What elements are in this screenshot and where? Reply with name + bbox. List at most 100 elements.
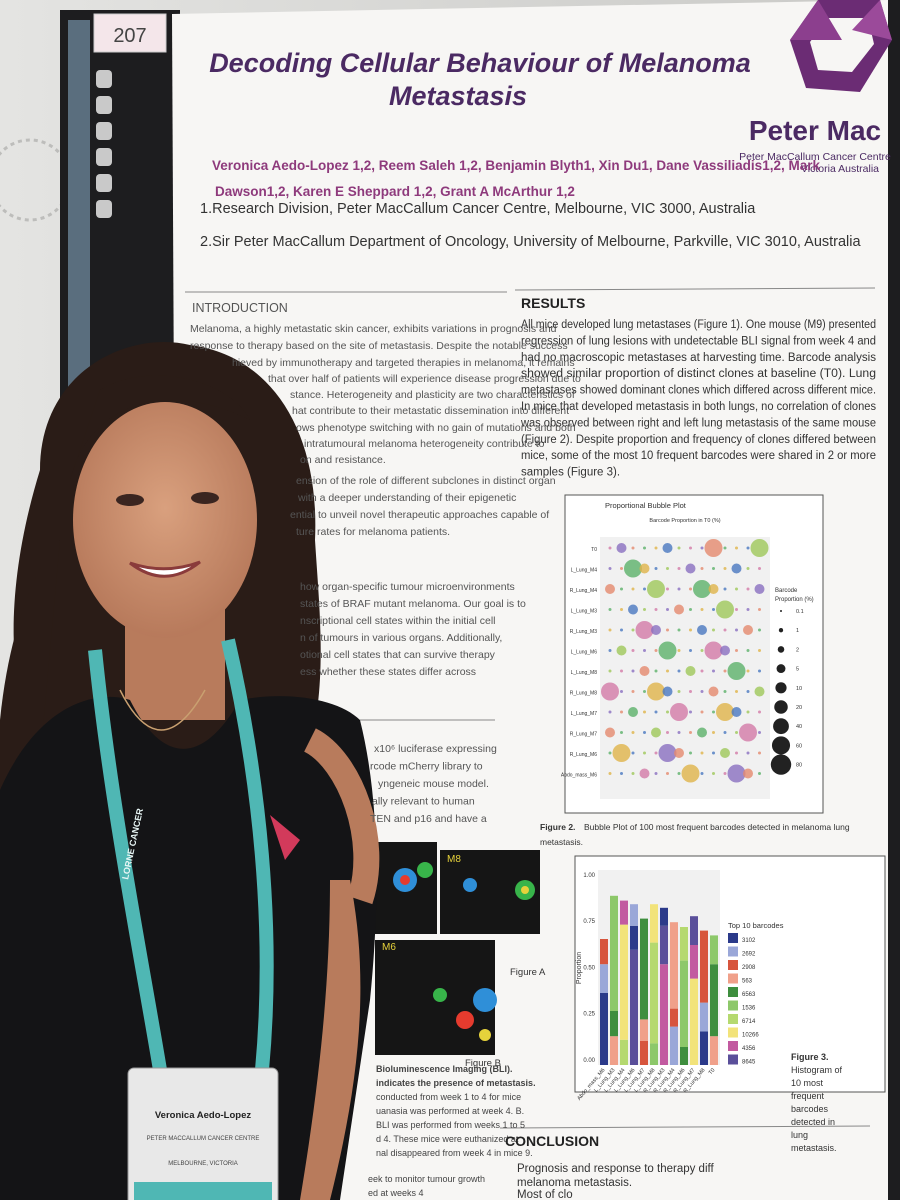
figure3-y-tick-label: 0.00 [583,1058,595,1064]
intro-text: on and resistance. [300,454,386,466]
bubble [631,751,635,755]
bubble [735,690,738,693]
figure2-row-label: R_Lung_M7 [570,732,597,738]
intro-text: ension of the role of different subclone… [296,475,556,487]
intro-text: response to therapy based on the site of… [190,340,568,352]
bubble [720,748,730,758]
figure2-legend-label: 2 [796,647,799,653]
bubble [731,563,742,574]
bubble [754,584,765,594]
figure1-caption: conducted from week 1 to 4 for mice [376,1092,521,1102]
section-rule [499,1125,871,1129]
bubble [735,628,738,632]
bubble [716,703,734,721]
bubble [654,751,658,755]
bar-segment [600,993,608,1065]
bubble [631,546,635,550]
bar-segment [640,1041,648,1065]
bubble [735,587,738,591]
bubble [670,703,688,721]
figure2-legend-label: 80 [796,763,802,769]
figure3-legend-label: 563 [742,979,753,985]
bubble [601,682,619,701]
bubble [654,567,658,570]
bubble [700,546,704,550]
bar-segment [690,916,698,945]
badge-org: PETER MACCALLUM CANCER CENTRE [147,1136,260,1142]
bubble [666,608,669,611]
bar-segment [630,904,638,926]
board-edge [888,0,900,1200]
pins [96,70,112,218]
figure3-caption: Figure 3. [791,1052,829,1062]
methods-text: rcode mCherry library to [370,761,483,773]
bubble-layer [601,539,769,783]
figure-label: Figure A [510,967,546,978]
results-text: had no macroscopic metastases at harvest… [521,352,876,364]
figure2-row-label: R_Lung_M3 [570,629,597,635]
legend-swatch [728,1027,738,1038]
bubble [677,628,681,632]
bubble [654,710,658,714]
figure2-row-label: L_Lung_M4 [571,568,598,574]
figure2-caption: Bubble Plot of 100 most frequent barcode… [584,822,850,832]
bubble [712,772,715,775]
results-text: metastases showed dominant clones which … [521,385,876,397]
methods-text: ally relevant to human [372,796,475,808]
bubble [758,669,761,673]
bubble [643,587,646,591]
logo-name: Peter Mac [749,115,881,146]
bubble [631,731,635,734]
figure2-legend-label: 60 [796,743,802,749]
bar-segment [680,960,688,1047]
bubble [700,669,704,673]
bubble [620,567,623,570]
methods-text: yngeneic mouse model. [378,778,489,790]
bubble [647,682,665,701]
bubble [712,731,715,734]
figure2-row-label: L_Lung_M6 [571,650,598,656]
bubble [746,710,750,714]
bubble [608,546,612,550]
bubble [712,710,715,714]
legend-bubble [770,754,792,775]
bubble [727,662,746,680]
bar-segment [620,900,628,925]
bubble [723,546,727,550]
necklace [119,689,206,731]
bubble [647,580,665,598]
bar-segment [650,1043,658,1065]
results-text: regression of lung lesions with undetect… [521,335,876,347]
figure3-legend-label: 6714 [742,1019,756,1025]
bubble [608,567,612,570]
bubble [743,625,753,635]
bubble [608,751,612,755]
bubble [704,641,723,660]
bubble [639,563,650,574]
bubble [631,628,635,632]
figure1-caption: uanasia was performed at week 4. B. [376,1106,524,1116]
intro-text: stance. Heterogeneity and plasticity are… [290,389,575,401]
figure3-y-tick-label: 1.00 [583,873,595,879]
figure3-legend-label: 8645 [742,1060,756,1066]
bubble [681,764,700,783]
intro-text: Melanoma, a highly metastatic skin cance… [190,323,557,335]
bubble [758,649,761,652]
figure2-row-label: L_Lung_M7 [571,711,598,717]
figure3-axis-title: Proportion [576,952,583,984]
figure3-caption: metastasis. [791,1143,837,1153]
intro-text: states of BRAF mutant melanoma. Our goal… [300,598,526,610]
figure3-x-tick-label: T0 [708,1067,717,1076]
bar-segment [710,935,718,965]
figure2-caption: Figure 2. [540,822,575,832]
badge-name: Veronica Aedo-Lopez [155,1110,251,1121]
bubble [746,751,750,755]
results-text: All mice developed lung metastases (Figu… [521,319,876,331]
bubble [700,710,704,714]
bubble [608,649,612,652]
bubble [712,669,715,673]
bubble [628,604,638,615]
bubble [727,764,746,783]
bubble [651,625,661,635]
bubble [712,567,715,570]
